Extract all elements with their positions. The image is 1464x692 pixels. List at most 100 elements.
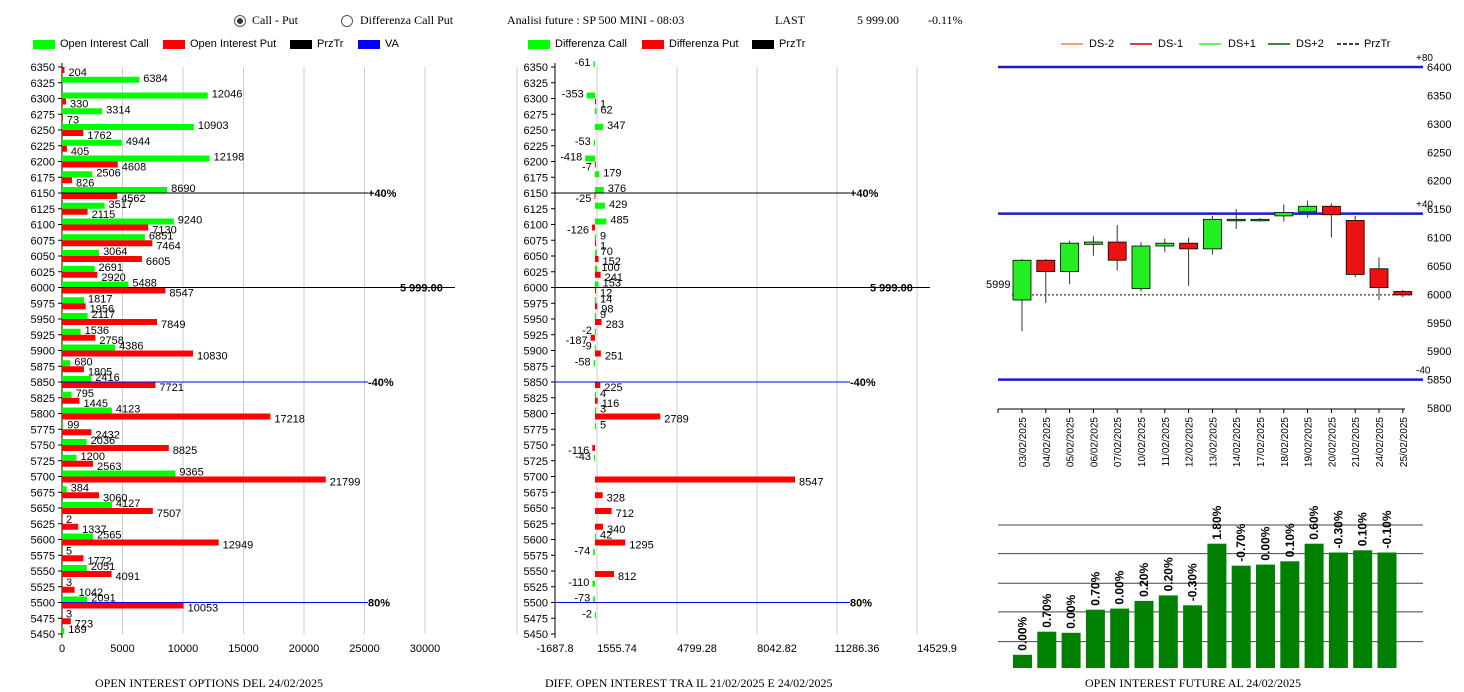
diff-va-label: -40%: [850, 377, 876, 389]
oi-put-value: 21799: [330, 477, 361, 489]
legend-przTr: PrzTr: [317, 38, 344, 50]
oi-call-value: 5488: [132, 278, 156, 290]
diff-put-value: -7: [582, 162, 592, 174]
oi-strike-label: 5850: [31, 377, 55, 389]
diff-put-value: 283: [606, 319, 624, 331]
candle-body: [1060, 242, 1079, 273]
oi-call-value: 6384: [143, 73, 167, 85]
candle-ytick-6: 6100: [1427, 233, 1451, 245]
oi-xtick-6: 30000: [410, 643, 441, 655]
diff-put-bar: [592, 224, 595, 231]
diff-put-bar: [595, 413, 661, 420]
oi-call-bar: [62, 454, 77, 461]
legend-ds-minus2: DS-2: [1089, 38, 1115, 50]
oi-put-value: 6605: [146, 256, 170, 268]
diff-call-value: 62: [600, 104, 612, 116]
oi-call-value: 10903: [198, 120, 229, 132]
oi-strike-label: 6250: [31, 125, 55, 137]
radio-diff-call-put-label[interactable]: Differenza Call Put: [360, 13, 454, 27]
candle-body: [1084, 241, 1103, 245]
diff-put-bar: [595, 350, 601, 357]
candle-date-label: 13/02/2025: [1208, 417, 1219, 467]
oi-put-value: 7721: [159, 382, 183, 394]
diff-strike-label: 6175: [524, 172, 548, 184]
fut-bar-label: 0.20%: [1137, 563, 1151, 597]
candle-body: [1131, 245, 1151, 290]
diff-call-bar: [595, 202, 606, 209]
diff-call-bar: [595, 124, 604, 130]
oi-strike-label: 6275: [31, 109, 55, 121]
candle-body: [1298, 205, 1317, 213]
oi-call-value: 3517: [109, 199, 133, 211]
diff-call-bar: [595, 391, 596, 398]
diff-call-bar: [595, 218, 607, 225]
diff-strike-label: 5700: [524, 472, 548, 484]
diff-put-bar: [594, 193, 596, 199]
oi-put-bar: [62, 445, 169, 451]
diff-strike-label: 5750: [524, 440, 548, 452]
diff-call-value: 5: [600, 419, 606, 431]
fut-bar-label: 0.10%: [1283, 523, 1297, 557]
diff-strike-label: 5975: [524, 298, 548, 310]
candle-ytick-3: 5950: [1427, 318, 1451, 330]
diff-call-value: -61: [575, 57, 591, 69]
oi-put-value: 330: [70, 99, 88, 111]
candle-ytick-9: 6250: [1427, 147, 1451, 159]
diff-xtick-1: 1555.74: [597, 643, 637, 655]
diff-put-bar: [595, 382, 601, 388]
oi-xtick-1: 5000: [110, 643, 134, 655]
oi-put-bar: [62, 145, 67, 152]
diff-call-value: 100: [601, 262, 619, 274]
candle-ytick-8: 6200: [1427, 176, 1451, 188]
oi-call-bar: [62, 155, 210, 162]
oi-put-value: 1772: [87, 555, 111, 567]
diff-strike-label: 5500: [524, 598, 548, 610]
fut-bar-label: 0.10%: [1356, 512, 1370, 546]
diff-call-bar: [595, 313, 596, 319]
candle-date-label: 18/02/2025: [1280, 417, 1291, 467]
radio-diff-call-put[interactable]: [341, 15, 353, 27]
legend-price-dashed: PrzTr: [1364, 38, 1391, 50]
diff-put-bar: [595, 303, 598, 310]
oi-strike-label: 6175: [31, 172, 55, 184]
diff-call-bar: [595, 250, 597, 256]
oi-put-value: 1956: [90, 303, 114, 315]
oi-przTr-label: 5 999.00: [400, 283, 443, 295]
diff-call-value: 14: [600, 293, 612, 305]
diff-strike-label: 5475: [524, 613, 548, 625]
radio-call-put-label[interactable]: Call - Put: [252, 13, 299, 27]
oi-call-bar: [62, 391, 72, 398]
candle-ytick-2: 5900: [1427, 346, 1451, 358]
diff-strike-label: 6100: [524, 220, 548, 232]
diff-call-value: 485: [610, 215, 628, 227]
oi-strike-label: 6000: [31, 283, 55, 295]
oi-strike-label: 6125: [31, 204, 55, 216]
oi-va-label: 80%: [368, 598, 390, 610]
candle-przTr-label: 5999: [986, 279, 1010, 291]
diff-call-value: -9: [582, 341, 592, 353]
candle-body: [1012, 259, 1032, 301]
fut-bar: [1013, 654, 1032, 668]
legend-va-swatch: [358, 40, 380, 49]
candle-ytick-4: 6000: [1427, 289, 1451, 301]
oi-call-bar: [62, 171, 93, 178]
oi-strike-label: 6325: [31, 78, 55, 90]
oi-strike-label: 6200: [31, 157, 55, 169]
diff-put-value: -25: [576, 193, 592, 205]
oi-put-bar: [62, 287, 166, 294]
oi-call-value: 5: [66, 545, 72, 557]
oi-call-bar: [62, 439, 87, 445]
oi-strike-label: 6300: [31, 94, 55, 106]
oi-call-bar: [62, 76, 140, 83]
oi-strike-label: 6150: [31, 188, 55, 200]
radio-call-put[interactable]: [234, 15, 246, 27]
diff-put-bar: [595, 271, 601, 278]
candle-body: [1250, 218, 1270, 222]
oi-strike-label: 5825: [31, 393, 55, 405]
legend-ds-plus1: DS+1: [1228, 38, 1256, 50]
diff-call-bar: [595, 297, 596, 304]
legend-ds-plus2: DS+2: [1296, 38, 1324, 50]
oi-call-bar: [62, 92, 208, 99]
diff-put-value: 116: [602, 398, 620, 410]
fut-bar-label: -0.30%: [1186, 563, 1200, 601]
